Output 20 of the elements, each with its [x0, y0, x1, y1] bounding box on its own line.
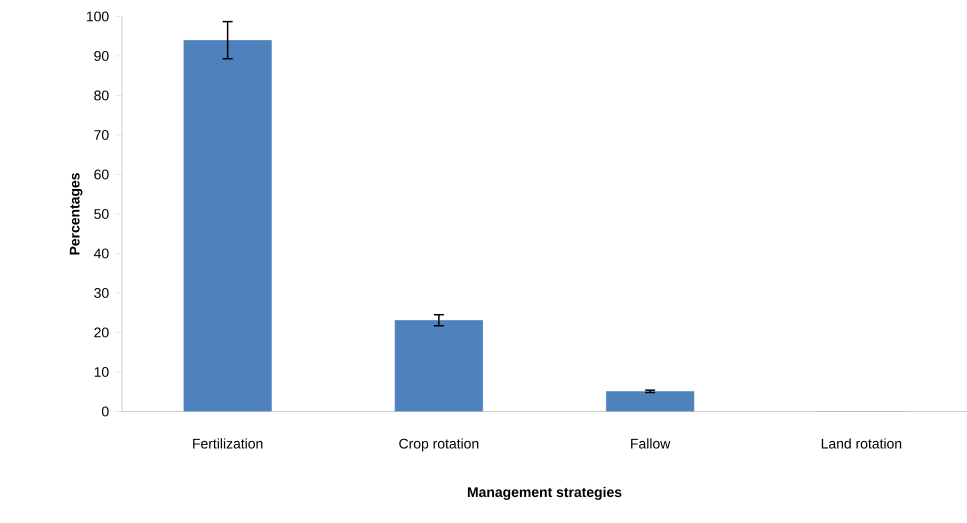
y-tick-label: 30: [94, 288, 109, 298]
bar: [183, 40, 272, 412]
y-axis-title: Percentages: [70, 173, 82, 255]
y-tick-label: 20: [94, 328, 109, 338]
bar: [606, 391, 694, 412]
y-tick-label: 100: [86, 12, 109, 22]
x-tick-label: Fallow: [631, 438, 670, 449]
y-tick-label: 10: [94, 367, 109, 377]
y-tick-label: 40: [94, 248, 109, 258]
y-tick-label: 90: [94, 51, 109, 61]
y-tick-label: 70: [94, 130, 109, 140]
x-tick-label: Land rotation: [822, 438, 902, 449]
x-axis-title: Management strategies: [468, 486, 622, 500]
x-tick-label: Fertilization: [193, 438, 262, 449]
x-tick-label: Crop rotation: [399, 438, 478, 452]
y-tick-label: 60: [94, 170, 109, 180]
y-tick-label: 0: [102, 406, 109, 416]
y-tick-label: 80: [94, 90, 109, 100]
bar: [394, 320, 484, 412]
y-tick-label: 50: [94, 209, 109, 219]
